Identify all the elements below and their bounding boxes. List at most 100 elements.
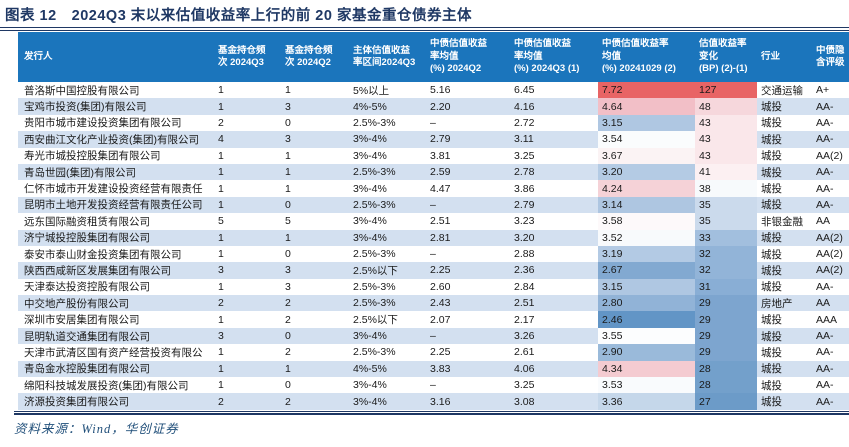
cell-rating: AA-	[816, 198, 834, 211]
cell-chg_bp: 48	[695, 98, 757, 115]
table-row: 青岛世园(集团)有限公司 1 1 2.5%-3% 2.59 2.78 3.20 41 城投 AA-	[18, 163, 849, 181]
cell-freq_q2: 2	[285, 395, 291, 408]
cell-yield_q3: 3.86	[514, 182, 535, 195]
cell-yield_q2: 2.20	[430, 100, 451, 113]
cell-yield_q2: 2.60	[430, 280, 451, 293]
cell-yield_q3: 3.25	[514, 149, 535, 162]
cell-range_q3: 2.5%以下	[353, 264, 398, 277]
cell-yield_1029: 3.20	[598, 163, 695, 181]
cell-issuer: 远东国际融资租赁有限公司	[24, 215, 150, 228]
cell-issuer: 仁怀市城市开发建设投资经营有限责任	[24, 183, 203, 196]
table-row: 天津泰达投资控股有限公司 1 3 2.5%-3% 2.60 2.84 3.15 31 城投 AA-	[18, 278, 849, 296]
cell-issuer: 昆明轨道交通集团有限公司	[24, 330, 150, 343]
cell-issuer: 普洛斯中国控股有限公司	[24, 84, 140, 97]
cell-yield_1029: 2.90	[598, 344, 695, 361]
header-cell-industry: 行业	[761, 50, 781, 62]
header-cell-chg_bp: 估值收益率 变化 (BP) (2)-(1)	[699, 38, 748, 75]
cell-yield_1029: 4.34	[598, 360, 695, 378]
cell-range_q3: 2.5%-3%	[353, 346, 396, 359]
cell-freq_q2: 2	[285, 346, 291, 359]
cell-freq_q3: 1	[218, 149, 224, 162]
cell-range_q3: 2.5%-3%	[353, 297, 396, 310]
cell-industry: 城投	[761, 281, 782, 294]
cell-yield_q2: 3.81	[430, 149, 451, 162]
cell-industry: 城投	[761, 199, 782, 212]
cell-industry: 城投	[761, 396, 782, 409]
table-row: 仁怀市城市开发建设投资经营有限责任 1 1 3%-4% 4.47 3.86 4.24 38 城投…	[18, 180, 849, 197]
cell-freq_q3: 3	[218, 330, 224, 343]
table-row: 泰安市泰山财金投资集团有限公司 1 0 2.5%-3% – 2.88 3.19 32 城投 AA(…	[18, 245, 849, 263]
cell-rating: AA-	[816, 166, 834, 179]
cell-chg_bp: 127	[695, 82, 757, 99]
cell-rating: AAA	[816, 313, 838, 326]
table-row: 贵阳市城市建设投资集团有限公司 2 0 2.5%-3% – 2.72 3.15 43 城投 AA-	[18, 114, 849, 132]
cell-chg_bp: 41	[695, 163, 757, 181]
cell-chg_bp: 29	[695, 295, 757, 312]
cell-chg_bp: 27	[695, 393, 757, 410]
cell-chg_bp: 28	[695, 360, 757, 378]
cell-freq_q3: 1	[218, 379, 224, 392]
cell-issuer: 昆明市土地开发投资经营有限责任公司	[24, 199, 203, 212]
header-cell-issuer: 发行人	[24, 50, 53, 62]
cell-industry: 城投	[761, 183, 782, 196]
cell-freq_q2: 1	[285, 182, 291, 195]
table-row: 深圳市安居集团有限公司 1 2 2.5%以下 2.07 2.17 2.46 29 城投 AAA	[18, 311, 849, 328]
table-row: 宝鸡市投资(集团)有限公司 1 3 4%-5% 2.20 4.16 4.64 48 城投 AA-	[18, 98, 849, 115]
cell-rating: AA-	[816, 330, 834, 343]
cell-yield_q3: 3.11	[514, 133, 534, 146]
cell-yield_q2: 2.59	[430, 166, 451, 179]
cell-freq_q3: 1	[218, 182, 224, 195]
table-row: 寿光市城投控股集团有限公司 1 1 3%-4% 3.81 3.25 3.67 43 城投 AA(2…	[18, 147, 849, 164]
cell-yield_q2: 2.25	[430, 264, 451, 277]
cell-chg_bp: 32	[695, 262, 757, 279]
cell-issuer: 寿光市城投控股集团有限公司	[24, 150, 161, 163]
cell-rating: AA-	[816, 116, 834, 129]
cell-chg_bp: 29	[695, 311, 757, 328]
cell-freq_q3: 4	[218, 133, 224, 146]
cell-rating: AA-	[816, 362, 834, 375]
cell-yield_1029: 4.24	[598, 180, 695, 197]
cell-freq_q3: 1	[218, 313, 224, 326]
cell-freq_q3: 2	[218, 116, 224, 129]
cell-yield_q2: 2.25	[430, 346, 451, 359]
cell-yield_q3: 2.88	[514, 248, 535, 261]
table-bottom-divider-thin	[14, 411, 849, 412]
cell-yield_q3: 4.06	[514, 362, 535, 375]
cell-yield_q2: 2.79	[430, 133, 451, 146]
cell-freq_q2: 0	[285, 330, 291, 343]
cell-yield_q2: –	[430, 116, 436, 129]
table-row: 西安曲江文化产业投资(集团)有限公司 4 3 3%-4% 2.79 3.11 3.54 43 城…	[18, 131, 849, 148]
cell-issuer: 天津市武清区国有资产经营投资有限公	[24, 346, 203, 359]
cell-freq_q3: 1	[218, 248, 224, 261]
cell-yield_1029: 3.15	[598, 114, 695, 132]
cell-rating: AA	[816, 297, 831, 310]
table-row: 中交地产股份有限公司 2 2 2.5%-3% 2.43 2.51 2.80 29 房地产 AA	[18, 295, 849, 312]
cell-freq_q2: 0	[285, 116, 291, 129]
table-row: 青岛金水控股集团有限公司 1 1 4%-5% 3.83 4.06 4.34 28 城投 AA-	[18, 360, 849, 378]
cell-freq_q3: 1	[218, 198, 224, 211]
cell-yield_1029: 3.67	[598, 147, 695, 164]
cell-industry: 城投	[761, 248, 782, 261]
title-divider-bottom	[0, 30, 849, 31]
table-row: 济源投资集团有限公司 2 2 3%-4% 3.16 3.08 3.36 27 城投 AA-	[18, 393, 849, 410]
cell-rating: AA(2)	[816, 149, 843, 162]
cell-freq_q2: 3	[285, 133, 291, 146]
cell-range_q3: 3%-4%	[353, 231, 387, 244]
cell-yield_q2: 2.51	[430, 215, 451, 228]
cell-issuer: 天津泰达投资控股有限公司	[24, 281, 150, 294]
cell-freq_q2: 3	[285, 280, 291, 293]
cell-issuer: 青岛金水控股集团有限公司	[24, 363, 150, 376]
cell-yield_q3: 2.72	[514, 116, 535, 129]
title-divider-top	[0, 27, 849, 28]
table-header-row: 发行人 基金持仓频 次 2024Q3 基金持仓频 次 2024Q2 主体估值收益 率区…	[18, 32, 849, 82]
header-cell-freq_q2: 基金持仓频 次 2024Q2	[285, 44, 333, 68]
cell-rating: AA(2)	[816, 231, 843, 244]
cell-yield_1029: 2.67	[598, 262, 695, 279]
table-row: 济宁城投控股集团有限公司 1 1 3%-4% 2.81 3.20 3.52 33 城投 AA(2)	[18, 229, 849, 246]
cell-yield_1029: 3.55	[598, 327, 695, 345]
cell-chg_bp: 43	[695, 147, 757, 164]
cell-freq_q3: 2	[218, 297, 224, 310]
cell-yield_1029: 3.15	[598, 278, 695, 296]
cell-industry: 城投	[761, 264, 782, 277]
cell-chg_bp: 29	[695, 344, 757, 361]
